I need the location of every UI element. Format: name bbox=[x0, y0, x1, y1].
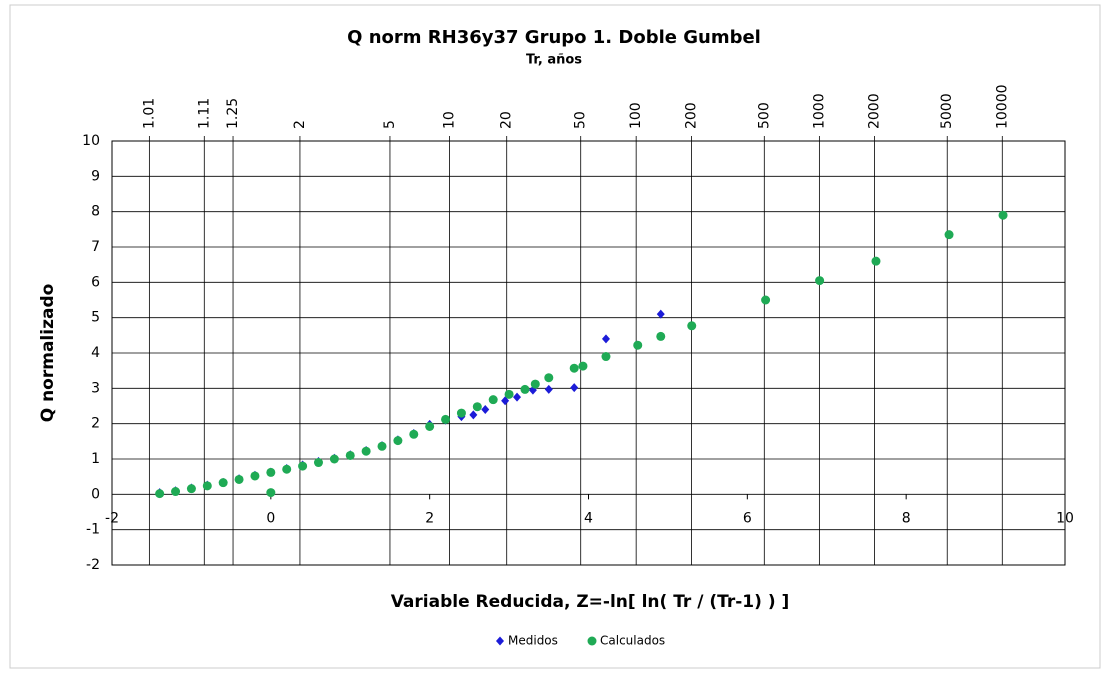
point bbox=[266, 467, 276, 477]
point bbox=[488, 395, 498, 405]
point bbox=[409, 429, 419, 439]
point bbox=[186, 484, 196, 494]
y-tick-label: 1 bbox=[91, 451, 100, 467]
x2-tick-label: 20 bbox=[499, 111, 515, 129]
x2-tick-label: 2000 bbox=[866, 93, 882, 129]
y-tick-label: 9 bbox=[91, 168, 100, 184]
point bbox=[456, 408, 466, 418]
point bbox=[601, 334, 610, 344]
x-tick-label: 2 bbox=[425, 510, 434, 526]
legend-label: Calculados bbox=[600, 634, 665, 648]
point bbox=[481, 405, 490, 415]
point bbox=[944, 230, 954, 240]
legend-marker bbox=[496, 636, 504, 646]
legend-label: Medidos bbox=[508, 634, 558, 648]
point bbox=[871, 256, 881, 266]
y-tick-label: 0 bbox=[91, 486, 100, 502]
point bbox=[687, 321, 697, 331]
point bbox=[441, 414, 451, 424]
x2-tick-label: 1.01 bbox=[141, 98, 157, 129]
point bbox=[520, 384, 530, 394]
point bbox=[155, 489, 165, 499]
x2-tick-label: 50 bbox=[573, 111, 589, 129]
y-tick-label: 3 bbox=[91, 380, 100, 396]
point bbox=[544, 384, 553, 394]
point bbox=[298, 461, 308, 471]
point bbox=[656, 309, 665, 319]
point bbox=[530, 379, 540, 389]
point bbox=[345, 450, 355, 460]
y-tick-label: 7 bbox=[91, 239, 100, 255]
point bbox=[361, 446, 371, 456]
point bbox=[250, 471, 260, 481]
legend-marker bbox=[587, 636, 597, 646]
point bbox=[504, 389, 514, 399]
point bbox=[501, 396, 510, 406]
x2-axis-title: Tr, años bbox=[526, 53, 582, 68]
point bbox=[544, 373, 554, 383]
y-tick-label: 5 bbox=[91, 310, 100, 326]
point bbox=[633, 340, 643, 350]
y-axis-title: Q normalizado bbox=[38, 284, 58, 423]
point bbox=[656, 331, 666, 341]
x2-tick-label: 2 bbox=[292, 120, 308, 129]
point bbox=[569, 363, 579, 373]
point bbox=[218, 478, 228, 488]
x-axis-title: Variable Reducida, Z=-ln[ ln( Tr / (Tr-1… bbox=[391, 592, 790, 612]
y-tick-label: 8 bbox=[91, 204, 100, 220]
x2-tick-label: 10000 bbox=[994, 84, 1010, 129]
x-tick-label: -2 bbox=[105, 510, 119, 526]
x2-tick-label: 100 bbox=[628, 102, 644, 129]
point bbox=[202, 481, 212, 491]
y-tick-label: -1 bbox=[86, 522, 100, 538]
point bbox=[761, 295, 771, 305]
x-tick-label: 10 bbox=[1056, 510, 1074, 526]
x2-tick-label: 10 bbox=[442, 111, 458, 129]
x2-tick-label: 5 bbox=[382, 120, 398, 129]
point bbox=[329, 454, 339, 464]
point bbox=[469, 410, 478, 420]
point bbox=[282, 464, 292, 474]
point bbox=[578, 361, 588, 371]
y-tick-label: 6 bbox=[91, 274, 100, 290]
point bbox=[998, 210, 1008, 220]
x2-tick-label: 200 bbox=[683, 102, 699, 129]
x-tick-label: 4 bbox=[584, 510, 593, 526]
x2-tick-label: 500 bbox=[756, 102, 772, 129]
x2-tick-label: 5000 bbox=[939, 93, 955, 129]
point bbox=[313, 458, 323, 468]
x-tick-label: 0 bbox=[266, 510, 275, 526]
point bbox=[815, 276, 825, 286]
point bbox=[393, 436, 403, 446]
y-tick-label: 2 bbox=[91, 416, 100, 432]
point bbox=[171, 487, 181, 497]
x2-tick-label: 1.25 bbox=[225, 98, 241, 129]
x-tick-label: 6 bbox=[743, 510, 752, 526]
x2-tick-label: 1000 bbox=[811, 93, 827, 129]
point bbox=[570, 383, 579, 393]
point bbox=[234, 474, 244, 484]
x-tick-label: 8 bbox=[902, 510, 911, 526]
y-tick-label: -2 bbox=[86, 557, 100, 573]
chart-border bbox=[9, 4, 1101, 669]
point bbox=[601, 352, 611, 362]
x2-tick-label: 1.11 bbox=[196, 98, 212, 129]
point bbox=[266, 488, 276, 498]
point bbox=[377, 441, 387, 451]
point bbox=[425, 421, 435, 431]
y-tick-label: 4 bbox=[91, 345, 100, 361]
chart-title: Q norm RH36y37 Grupo 1. Doble Gumbel bbox=[347, 27, 761, 48]
y-tick-label: 10 bbox=[82, 133, 100, 149]
point bbox=[513, 392, 522, 402]
point bbox=[472, 402, 482, 412]
